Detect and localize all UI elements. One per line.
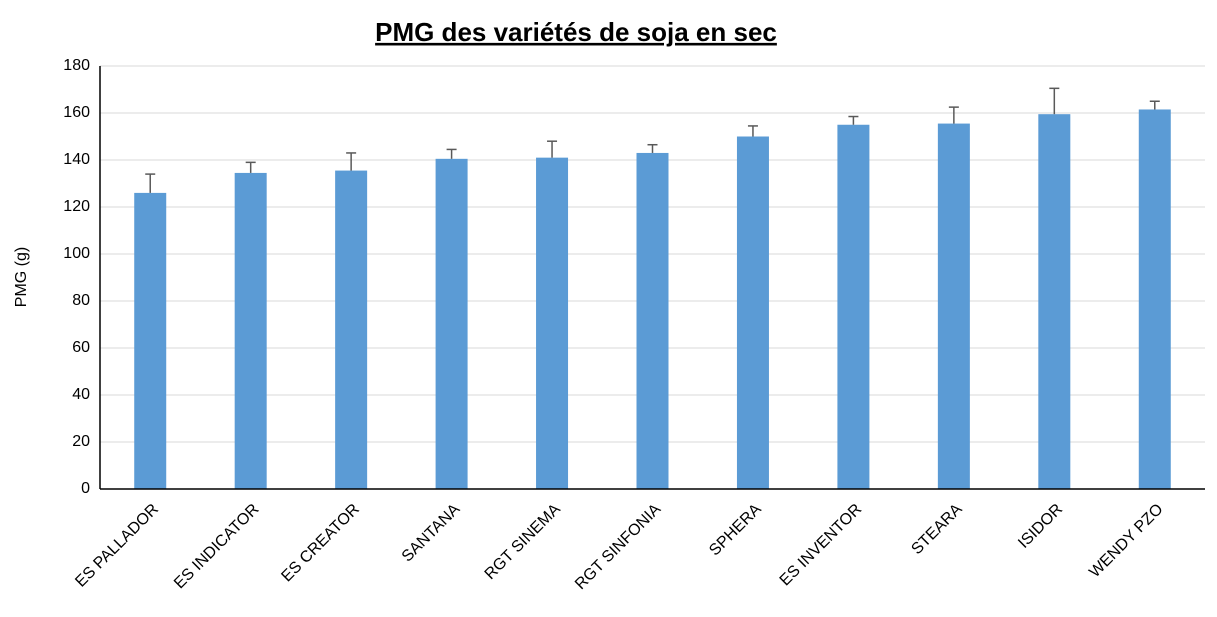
bar — [435, 158, 468, 489]
chart-title: PMG des variétés de soja en sec — [375, 17, 777, 47]
y-tick-label: 0 — [81, 480, 90, 497]
x-tick-label: ES INVENTOR — [777, 501, 866, 590]
bar — [536, 157, 569, 489]
bar — [1038, 114, 1071, 490]
bar — [234, 172, 267, 490]
bar — [736, 136, 769, 489]
bar — [335, 170, 368, 489]
x-tick-label: SANTANA — [399, 501, 464, 566]
bar — [636, 152, 669, 489]
y-tick-label: 140 — [63, 151, 90, 168]
x-tick-label: ES PALLADOR — [72, 501, 162, 591]
x-tick-label: RGT SINFONIA — [572, 501, 665, 594]
y-tick-label: 40 — [72, 386, 90, 403]
x-tick-label: ISIDOR — [1015, 501, 1066, 552]
y-axis-label: PMG (g) — [13, 247, 30, 307]
x-tick-label: STEARA — [908, 501, 966, 559]
x-tick-label: WENDY PZO — [1086, 501, 1166, 581]
bar — [837, 124, 870, 489]
y-tick-label: 160 — [63, 104, 90, 121]
x-tick-label: SPHERA — [706, 501, 765, 560]
y-tick-label: 120 — [63, 198, 90, 215]
y-tick-label: 60 — [72, 339, 90, 356]
x-tick-label: ES INDICATOR — [171, 501, 262, 592]
x-tick-label: ES CREATOR — [278, 501, 363, 586]
y-tick-label: 180 — [63, 57, 90, 74]
y-tick-label: 20 — [72, 433, 90, 450]
bar — [937, 123, 970, 489]
y-tick-label: 80 — [72, 292, 90, 309]
y-tick-label: 100 — [63, 245, 90, 262]
bar — [134, 192, 167, 489]
bar — [1138, 109, 1171, 489]
x-tick-label: RGT SINEMA — [482, 501, 564, 583]
